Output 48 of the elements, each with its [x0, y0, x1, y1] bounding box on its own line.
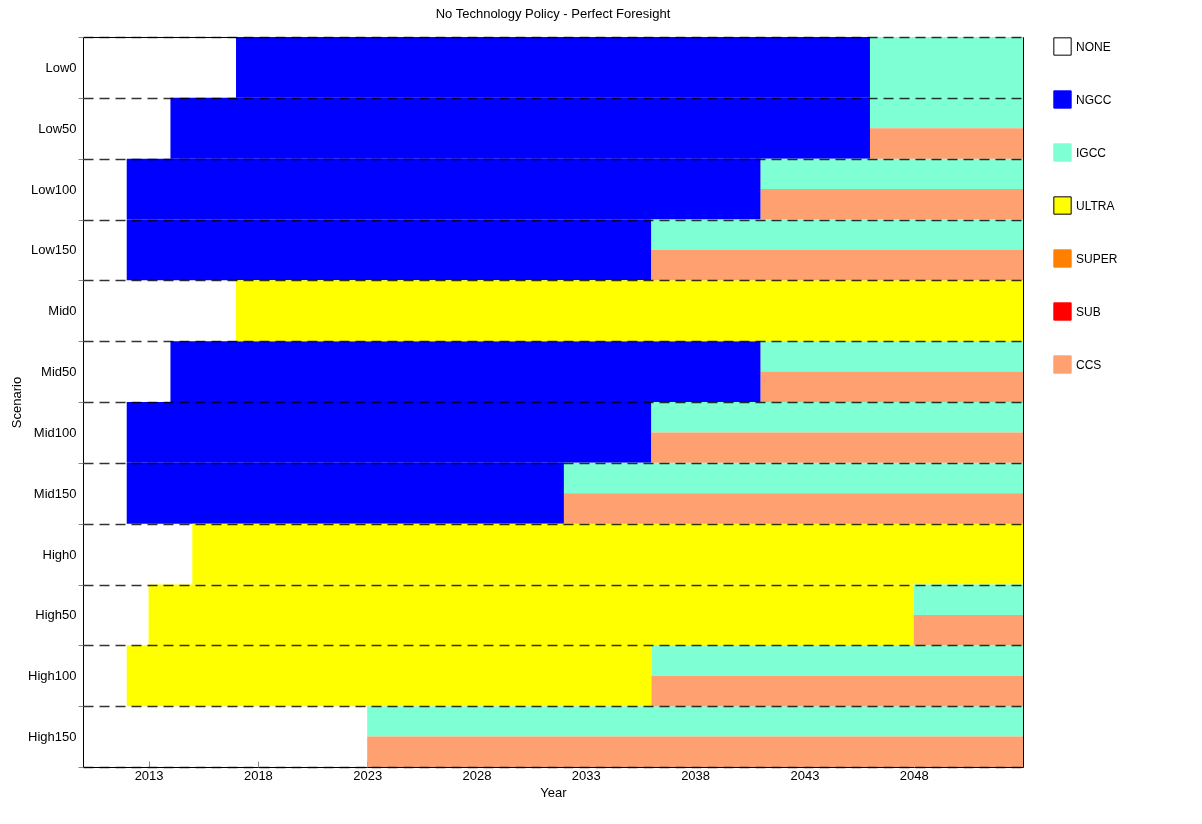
legend-label: NONE — [1076, 39, 1111, 54]
x-tick-label: 2038 — [681, 767, 711, 783]
bar — [913, 614, 1023, 646]
y-axis-title: Scenario — [9, 376, 25, 429]
y-tick-label: Mid0 — [48, 303, 77, 319]
y-tick-label: High0 — [42, 546, 77, 562]
y-tick-label: Mid50 — [41, 364, 77, 380]
bar — [651, 645, 1023, 676]
x-tick-label: 2023 — [353, 767, 383, 783]
x-tick-label: 2033 — [571, 767, 601, 783]
y-tick-label: High50 — [35, 607, 77, 623]
legend-label: ULTRA — [1076, 198, 1115, 213]
legend-label: SUB — [1076, 304, 1101, 319]
bar — [651, 219, 1023, 250]
bar — [651, 249, 1023, 281]
x-axis-title: Year — [540, 784, 568, 800]
x-tick-label: 2028 — [462, 767, 492, 783]
chart-title: No Technology Policy - Perfect Foresight — [435, 6, 671, 21]
bar — [760, 189, 1023, 220]
bar — [760, 341, 1023, 372]
y-tick-label: Mid150 — [33, 485, 77, 501]
bar — [367, 706, 1023, 737]
y-tick-label: Low100 — [30, 181, 77, 197]
bar — [651, 675, 1023, 707]
bar — [563, 462, 1023, 494]
legend-label: CCS — [1076, 357, 1102, 372]
y-tick-label: Low0 — [45, 59, 77, 75]
x-tick-label: 2018 — [243, 767, 273, 783]
x-tick-label: 2013 — [134, 767, 164, 783]
y-tick-label: Low50 — [38, 120, 77, 136]
bar — [760, 371, 1023, 402]
bar — [869, 128, 1023, 159]
legend-label: NGCC — [1076, 92, 1112, 107]
y-tick-label: High150 — [28, 729, 77, 745]
x-tick-label: 2048 — [899, 767, 929, 783]
bar — [760, 158, 1023, 190]
legend-label: IGCC — [1076, 145, 1107, 160]
y-tick-label: Mid100 — [33, 424, 77, 440]
bar — [367, 736, 1023, 767]
y-tick-label: High100 — [28, 668, 77, 684]
bar — [651, 402, 1023, 433]
x-tick-label: 2043 — [790, 767, 820, 783]
y-tick-label: Low150 — [30, 242, 77, 258]
bar — [913, 584, 1023, 615]
bar — [651, 432, 1023, 463]
legend-label: SUPER — [1076, 251, 1118, 266]
bar — [236, 280, 1023, 342]
bar — [563, 493, 1023, 524]
